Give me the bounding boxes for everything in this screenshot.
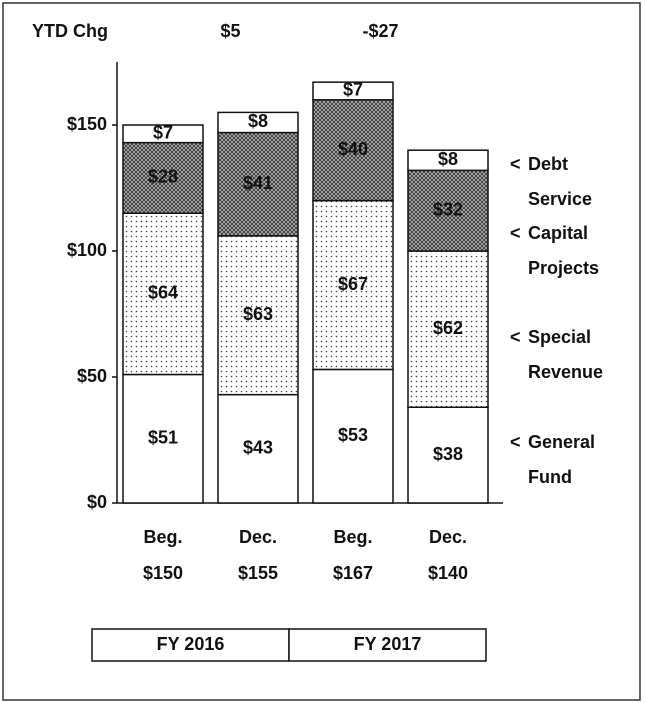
bar-segment <box>407 250 489 408</box>
value-label: $41 <box>243 173 273 193</box>
bar-segment <box>217 131 299 237</box>
legend-marker: < <box>510 154 521 174</box>
value-label: $8 <box>438 149 458 169</box>
value-label: $53 <box>338 425 368 445</box>
bar-segment <box>122 212 204 376</box>
value-label: $51 <box>148 427 178 447</box>
bar-segment <box>217 111 299 134</box>
bar-segment <box>407 406 489 504</box>
group-box <box>91 628 290 662</box>
y-tick-label: $0 <box>87 492 107 512</box>
bar-segment <box>312 199 394 371</box>
ytd-label: YTD Chg <box>32 21 108 41</box>
total-label: $150 <box>143 563 183 583</box>
value-label: $43 <box>243 438 273 458</box>
value-label: $38 <box>433 444 463 464</box>
total-label: $155 <box>238 563 278 583</box>
y-tick-label: $100 <box>67 240 107 260</box>
bar-segment <box>217 393 299 504</box>
x-tick-label: Dec. <box>429 527 467 547</box>
y-tick-label: $150 <box>67 114 107 134</box>
bar-segment <box>122 141 204 214</box>
legend-label: Special Revenue <box>528 327 604 382</box>
group-box <box>288 628 487 662</box>
legend-item: < Capital Projects <box>510 216 635 286</box>
total-label: $140 <box>428 563 468 583</box>
value-label: $63 <box>243 304 273 324</box>
y-tick-label: $50 <box>77 366 107 386</box>
legend-marker: < <box>510 223 521 243</box>
value-label: $67 <box>338 274 368 294</box>
value-label: $40 <box>338 139 368 159</box>
legend-label: General Fund <box>528 432 596 487</box>
legend-marker: < <box>510 327 521 347</box>
value-label: $64 <box>148 283 178 303</box>
x-tick-label: Beg. <box>143 527 182 547</box>
ytd-change: $5 <box>220 21 240 41</box>
x-tick-label: Beg. <box>333 527 372 547</box>
group-label: FY 2017 <box>354 634 422 654</box>
bar-segment <box>122 124 204 144</box>
bar-segment <box>122 373 204 504</box>
bar-segment <box>312 368 394 504</box>
value-label: $7 <box>343 80 363 100</box>
value-label: $32 <box>433 199 463 219</box>
x-tick-label: Dec. <box>239 527 277 547</box>
legend-label: Capital Projects <box>528 223 600 278</box>
group-label: FY 2016 <box>157 634 225 654</box>
value-label: $8 <box>248 111 268 131</box>
bar-segment <box>407 149 489 172</box>
bar-segment <box>217 235 299 396</box>
legend-marker: < <box>510 432 521 452</box>
legend-item: < Debt Service <box>510 147 635 217</box>
total-label: $167 <box>333 563 373 583</box>
bar-segment <box>312 81 394 101</box>
legend-item: < General Fund <box>510 425 635 495</box>
legend-label: Debt Service <box>528 154 593 209</box>
ytd-change: -$27 <box>362 21 398 41</box>
value-label: $28 <box>148 167 178 187</box>
value-label: $62 <box>433 318 463 338</box>
value-label: $7 <box>153 123 173 143</box>
legend-item: < Special Revenue <box>510 320 635 390</box>
